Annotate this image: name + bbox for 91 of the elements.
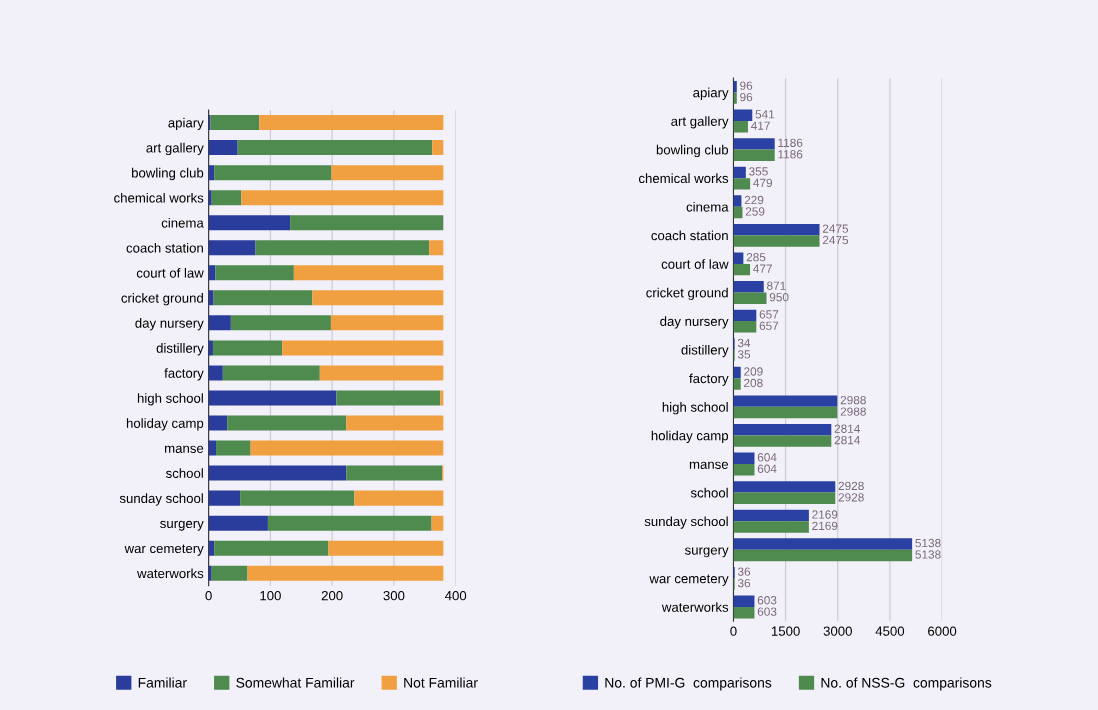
y-tick-label: coach station: [651, 230, 728, 241]
y-tick-label: waterworks: [661, 602, 729, 612]
y-tick-label: factory: [164, 368, 204, 381]
y-tick-label: high school: [662, 402, 728, 415]
y-tick-label: surgery: [684, 547, 729, 558]
data-label: 604: [757, 464, 777, 473]
data-label: 541: [755, 110, 775, 119]
y-tick-label: sunday school: [119, 493, 203, 506]
data-label: 1186: [778, 150, 803, 159]
data-label: 5138: [915, 550, 941, 559]
data-label: 2928: [838, 481, 864, 491]
y-tick-label: day nursery: [660, 316, 729, 329]
x-tick-label: 400: [444, 590, 467, 601]
legend-label: Somewhat Familiar: [236, 677, 355, 688]
y-tick-label: court of law: [661, 259, 729, 269]
y-tick-label: surgery: [160, 520, 204, 531]
y-tick-label: holiday camp: [126, 418, 204, 431]
y-tick-label: war cemetery: [649, 574, 729, 586]
y-tick-label: cricket ground: [121, 293, 203, 306]
y-tick-label: cinema: [686, 201, 729, 212]
y-tick-label: apiary: [168, 117, 204, 131]
y-tick-label: day nursery: [135, 318, 204, 331]
data-label: 2169: [812, 521, 838, 531]
data-label: 5138: [915, 538, 941, 548]
y-tick-label: sunday school: [644, 516, 728, 529]
y-tick-label: holiday camp: [651, 430, 729, 443]
data-label: 2928: [838, 493, 864, 502]
y-tick-label: bowling club: [132, 167, 204, 181]
y-tick-label: factory: [689, 373, 729, 386]
y-tick-label: cricket ground: [646, 287, 728, 301]
y-tick-label: waterworks: [137, 568, 204, 579]
data-label: 209: [744, 367, 763, 376]
data-label: 208: [744, 378, 763, 388]
y-tick-label: distillery: [156, 343, 204, 356]
y-tick-label: coach station: [126, 242, 203, 253]
y-tick-label: high school: [137, 393, 203, 406]
data-label: 477: [753, 264, 772, 273]
legend-label: No. of PMI-G comparisons: [605, 677, 772, 691]
x-tick-label: 100: [260, 590, 281, 601]
y-tick-label: apiary: [693, 87, 729, 100]
data-label: 2475: [822, 224, 849, 233]
y-tick-label: school: [165, 468, 203, 478]
data-label: 96: [740, 92, 753, 102]
data-label: 657: [759, 310, 779, 319]
y-tick-label: bowling club: [656, 144, 729, 158]
data-label: 871: [767, 281, 786, 290]
legend-label: Familiar: [138, 677, 187, 688]
data-label: 259: [745, 207, 765, 216]
y-tick-label: chemical works: [638, 173, 729, 184]
x-tick-label: 1500: [771, 626, 800, 636]
data-label: 657: [759, 321, 779, 330]
y-tick-label: court of law: [136, 268, 204, 278]
x-tick-label: 4500: [875, 626, 905, 636]
y-tick-label: school: [690, 487, 728, 498]
x-tick-label: 6000: [928, 626, 957, 636]
y-tick-label: art gallery: [671, 116, 729, 129]
y-tick-label: art gallery: [146, 142, 204, 156]
y-tick-label: cinema: [161, 217, 204, 228]
data-label: 2169: [812, 510, 838, 519]
x-tick-label: 0: [730, 626, 737, 636]
data-label: 34: [737, 338, 751, 348]
data-label: 604: [757, 453, 777, 462]
y-tick-label: manse: [689, 461, 729, 469]
x-tick-label: 300: [383, 590, 405, 601]
y-tick-label: chemical works: [114, 192, 204, 203]
data-label: 2988: [840, 407, 866, 416]
data-label: 229: [744, 195, 764, 205]
data-label: 417: [751, 121, 770, 130]
x-tick-label: 200: [321, 590, 343, 601]
data-label: 35: [737, 350, 751, 359]
data-label: 479: [753, 178, 773, 188]
legend-label: No. of NSS-G comparisons: [821, 677, 992, 691]
data-label: 2814: [834, 424, 860, 433]
data-label: 603: [757, 607, 777, 616]
data-label: 1186: [778, 138, 803, 148]
data-label: 36: [737, 578, 751, 588]
data-label: 355: [749, 167, 768, 176]
data-label: 285: [746, 253, 766, 262]
legend-label: Not Familiar: [404, 677, 478, 688]
y-tick-label: war cemetery: [124, 544, 204, 556]
x-tick-label: 3000: [823, 626, 852, 636]
y-tick-label: manse: [165, 445, 204, 453]
data-label: 603: [757, 596, 777, 605]
x-tick-label: 0: [205, 590, 212, 601]
data-label: 2475: [822, 235, 849, 245]
data-label: 950: [769, 293, 789, 302]
y-tick-label: distillery: [681, 344, 729, 358]
data-label: 2988: [840, 395, 866, 405]
data-label: 2814: [834, 435, 860, 445]
data-label: 96: [740, 81, 753, 90]
data-label: 36: [737, 567, 751, 576]
